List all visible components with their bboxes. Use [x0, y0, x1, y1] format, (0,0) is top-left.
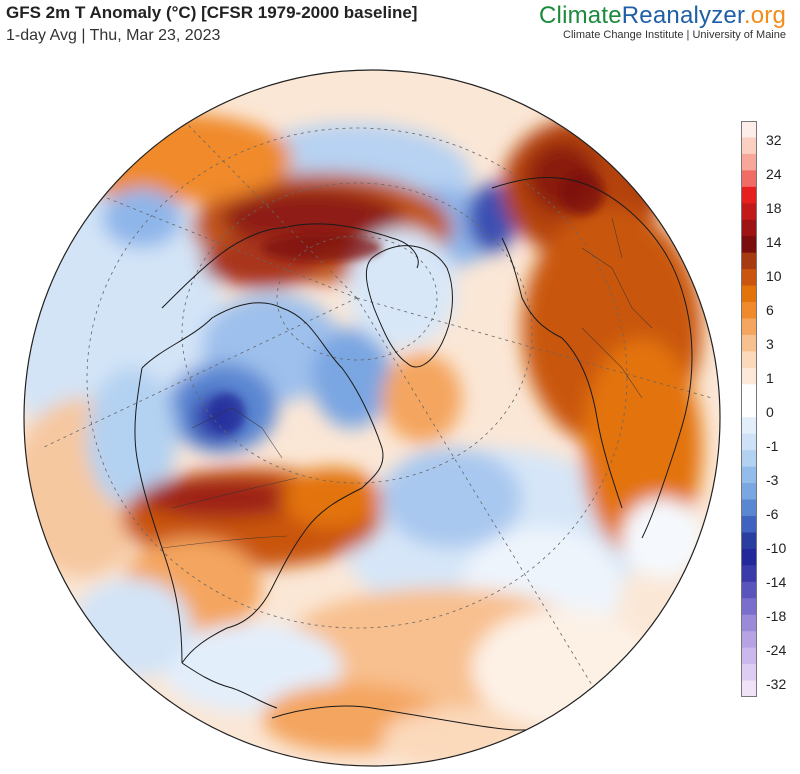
- color-scale-tick-label: -32: [766, 676, 787, 692]
- coastlines: [134, 177, 693, 731]
- brand-logo-part3: .org: [743, 2, 786, 29]
- color-scale-swatch: [741, 515, 757, 534]
- color-scale-swatch: [741, 532, 757, 550]
- color-scale-tick-label: 3: [766, 336, 774, 352]
- map-title: GFS 2m T Anomaly (°C) [CFSR 1979-2000 ba…: [6, 3, 418, 22]
- color-scale-swatch: [741, 334, 757, 352]
- color-scale-swatch: [741, 236, 757, 254]
- color-scale-swatch: [741, 483, 757, 501]
- color-scale-outline: [741, 121, 757, 697]
- color-scale-tick-label: 6: [766, 302, 774, 318]
- map-subtitle: 1-day Avg | Thu, Mar 23, 2023: [6, 27, 221, 44]
- color-scale-swatch: [741, 647, 757, 665]
- color-scale-swatch: [741, 581, 757, 599]
- color-scale-tick-label: -1: [766, 438, 779, 454]
- brand-block: ClimateReanalyzer.org Climate Change Ins…: [539, 2, 786, 41]
- color-scale-swatch: [741, 466, 757, 484]
- color-scale-swatch: [741, 664, 757, 682]
- color-scale-tick-label: 1: [766, 370, 774, 386]
- color-scale-tick-label: -14: [766, 574, 787, 590]
- color-scale-tick-label: -18: [766, 608, 787, 624]
- globe-map: [23, 69, 721, 767]
- color-scale-swatch: [741, 252, 757, 270]
- color-scale-tick-label: -10: [766, 540, 787, 556]
- color-scale-swatch: [741, 548, 757, 566]
- color-scale-tick-label: 0: [766, 404, 774, 420]
- color-scale-swatch: [741, 499, 757, 517]
- color-scale-swatch: [741, 417, 757, 435]
- color-scale-swatch: [741, 153, 757, 171]
- color-scale-tick-label: -6: [766, 506, 779, 522]
- color-scale-swatch: [741, 121, 757, 139]
- brand-logo-part1: Climate: [539, 2, 622, 29]
- color-scale-swatch: [741, 351, 757, 369]
- color-scale-tick-label: 18: [766, 200, 782, 216]
- brand-tagline: Climate Change Institute | University of…: [563, 29, 786, 41]
- color-scale-swatch: [741, 680, 757, 697]
- color-scale-tick-label: 24: [766, 166, 782, 182]
- color-scale-swatch: [741, 433, 757, 451]
- color-scale-swatch: [741, 384, 757, 402]
- color-scale-tick-label: 14: [766, 234, 782, 250]
- color-scale-swatch: [741, 318, 757, 336]
- graticule: [41, 87, 713, 719]
- color-scale-swatch: [741, 614, 757, 632]
- color-scale-swatch: [741, 367, 757, 385]
- color-scale-tick-label: 32: [766, 132, 782, 148]
- anomaly-field: [24, 113, 702, 766]
- color-scale-swatch: [741, 186, 757, 204]
- color-scale-tick-label: -3: [766, 472, 779, 488]
- color-scale-tick-label: -24: [766, 642, 787, 658]
- color-scale-swatch: [741, 450, 757, 468]
- color-scale-swatch: [741, 598, 757, 616]
- globe-outline: [23, 69, 721, 767]
- color-scale-swatch: [741, 170, 757, 188]
- color-scale-swatch: [741, 203, 757, 221]
- brand-logo[interactable]: ClimateReanalyzer.org: [539, 2, 786, 30]
- color-scale-swatch: [741, 219, 757, 237]
- color-scale-swatch: [741, 302, 757, 320]
- color-scale-swatch: [741, 285, 757, 303]
- borders: [161, 217, 653, 549]
- color-scale-swatch: [741, 400, 757, 418]
- color-scale-swatch: [741, 137, 757, 155]
- color-scale-swatch: [741, 269, 757, 287]
- color-scale-tick-label: 10: [766, 268, 782, 284]
- color-scale-swatch: [741, 631, 757, 649]
- brand-logo-part2: Reanalyzer: [621, 2, 744, 29]
- color-scale-swatch: [741, 565, 757, 583]
- color-scale-bar: [741, 121, 757, 697]
